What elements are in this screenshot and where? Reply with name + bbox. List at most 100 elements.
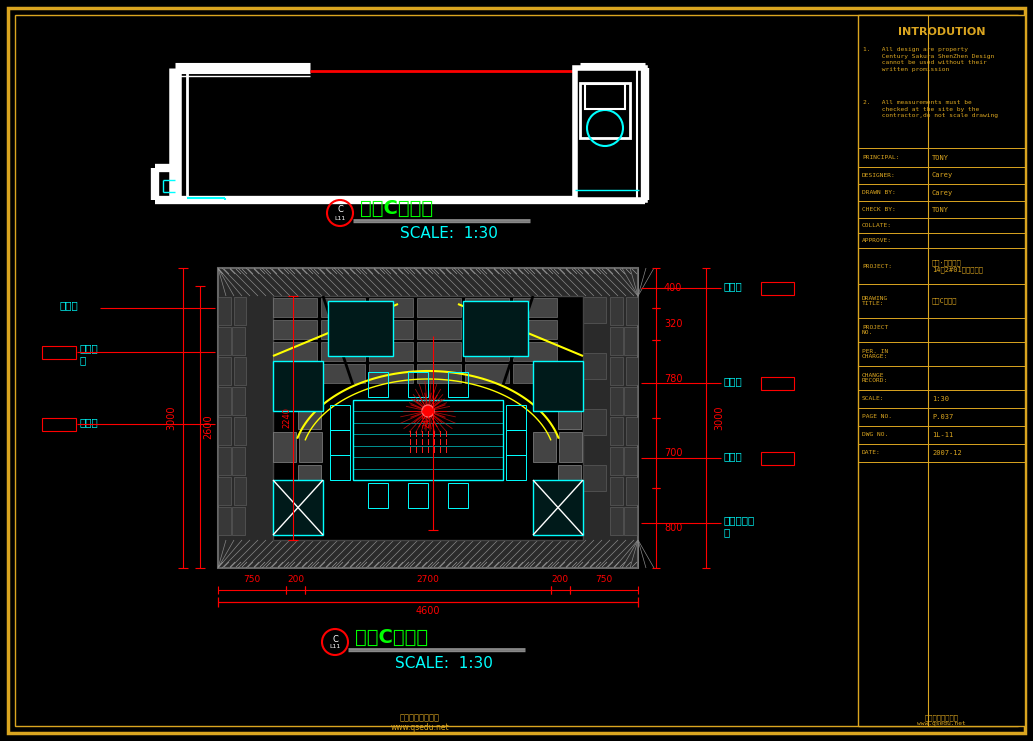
Text: TONY: TONY xyxy=(932,155,949,161)
Bar xyxy=(626,477,638,505)
Bar xyxy=(533,480,583,535)
Bar xyxy=(299,366,322,396)
Bar xyxy=(513,364,557,383)
Bar xyxy=(273,298,317,317)
Text: ST 01: ST 01 xyxy=(43,349,63,355)
Text: CHANGE
RECORD:: CHANGE RECORD: xyxy=(862,373,888,383)
Text: 750: 750 xyxy=(244,575,261,584)
Bar xyxy=(273,320,317,339)
Bar xyxy=(624,327,637,355)
Text: 餐厅C平面图: 餐厅C平面图 xyxy=(359,199,433,218)
Text: 2700: 2700 xyxy=(416,575,439,584)
Text: CHECK BY:: CHECK BY: xyxy=(862,207,896,212)
Bar xyxy=(417,320,461,339)
Text: 岩: 岩 xyxy=(79,355,86,365)
Bar xyxy=(626,417,638,445)
Bar xyxy=(448,483,468,508)
Text: INTRODUTION: INTRODUTION xyxy=(898,27,985,37)
Text: C: C xyxy=(332,634,338,643)
Bar xyxy=(321,298,365,317)
Text: 马赛克: 马赛克 xyxy=(723,451,742,461)
Text: Carey: Carey xyxy=(932,190,953,196)
Text: SCALE:  1:30: SCALE: 1:30 xyxy=(400,227,498,242)
Bar xyxy=(218,327,231,355)
Bar xyxy=(761,282,794,295)
Bar xyxy=(369,364,413,383)
Text: 专业公司定: 专业公司定 xyxy=(723,515,754,525)
Bar xyxy=(533,361,583,411)
Bar xyxy=(611,387,623,415)
Bar xyxy=(513,342,557,361)
Bar xyxy=(465,320,509,339)
Text: 400: 400 xyxy=(664,283,683,293)
Bar xyxy=(368,483,388,508)
Bar xyxy=(369,298,413,317)
Bar xyxy=(417,364,461,383)
Bar xyxy=(611,507,623,535)
Bar xyxy=(761,452,794,465)
Bar xyxy=(417,342,461,361)
Bar xyxy=(583,297,606,323)
Text: 800: 800 xyxy=(664,523,683,533)
Bar xyxy=(330,405,350,430)
Bar xyxy=(321,342,365,361)
Bar xyxy=(353,400,503,480)
Bar xyxy=(408,372,428,397)
Text: 餐厅C立面图: 餐厅C立面图 xyxy=(355,628,428,646)
Circle shape xyxy=(422,405,434,417)
Text: APPROVE:: APPROVE: xyxy=(862,238,893,243)
Bar xyxy=(583,353,606,379)
Text: 木饰面: 木饰面 xyxy=(723,281,742,291)
Bar xyxy=(558,399,581,429)
Text: 1L-11: 1L-11 xyxy=(932,432,953,438)
Bar xyxy=(273,361,323,411)
Bar xyxy=(218,387,231,415)
Bar xyxy=(583,409,606,435)
Text: DRAWING
TITLE:: DRAWING TITLE: xyxy=(862,296,888,306)
Text: 780: 780 xyxy=(664,374,683,384)
Text: 1:30: 1:30 xyxy=(932,396,949,402)
Bar xyxy=(506,455,526,480)
Bar xyxy=(575,68,645,200)
Bar xyxy=(583,465,606,491)
Bar xyxy=(611,297,623,325)
Bar xyxy=(761,377,794,390)
Text: P.037: P.037 xyxy=(932,414,953,420)
Bar xyxy=(273,296,583,540)
Text: WD 01: WD 01 xyxy=(762,285,785,291)
Text: www.qsedu.net: www.qsedu.net xyxy=(390,722,449,731)
Text: L11: L11 xyxy=(330,645,341,650)
Bar xyxy=(513,298,557,317)
Bar xyxy=(232,447,245,475)
Bar xyxy=(533,432,556,462)
Bar xyxy=(448,372,468,397)
Bar xyxy=(321,320,365,339)
Bar xyxy=(580,83,630,138)
Bar xyxy=(218,297,231,325)
Bar xyxy=(330,455,350,480)
Bar xyxy=(513,320,557,339)
Bar xyxy=(559,432,582,462)
Text: 齐生设计职业学校: 齐生设计职业学校 xyxy=(925,715,959,721)
Text: DWG NO.: DWG NO. xyxy=(862,433,888,437)
Text: Carey: Carey xyxy=(932,173,953,179)
Text: 2600: 2600 xyxy=(204,415,213,439)
Bar xyxy=(273,364,317,383)
Bar xyxy=(465,298,509,317)
Bar xyxy=(506,430,526,455)
Text: 做: 做 xyxy=(723,527,729,537)
Text: 2007-12: 2007-12 xyxy=(932,450,962,456)
Text: 木饰面: 木饰面 xyxy=(79,417,98,427)
Text: 天花位: 天花位 xyxy=(60,300,79,310)
Bar xyxy=(321,364,365,383)
Text: 200: 200 xyxy=(287,575,304,584)
Bar xyxy=(328,301,393,356)
Bar xyxy=(585,84,625,109)
Bar xyxy=(559,366,582,396)
Bar xyxy=(273,366,296,396)
Bar xyxy=(624,447,637,475)
Bar xyxy=(273,480,323,535)
Bar xyxy=(273,432,296,462)
Text: 200: 200 xyxy=(552,575,569,584)
Bar xyxy=(234,477,246,505)
